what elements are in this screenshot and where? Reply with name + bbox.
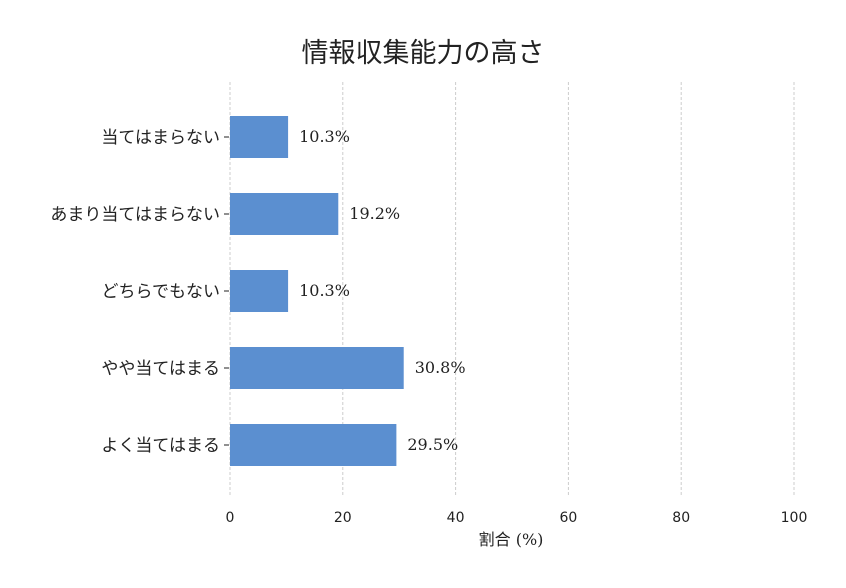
value-label: 10.3% <box>299 127 350 146</box>
category-label: あまり当てはまらない <box>50 205 220 225</box>
bar-3 <box>230 347 404 389</box>
bar-1 <box>230 193 339 235</box>
bar-4 <box>230 424 397 466</box>
x-tick-label: 0 <box>226 510 235 526</box>
category-label: どちらでもない <box>102 282 221 302</box>
x-tick-label: 40 <box>447 510 465 526</box>
value-label: 29.5% <box>407 435 458 454</box>
x-axis-title: 割合 (%) <box>479 530 544 549</box>
x-tick-label: 100 <box>781 510 808 526</box>
chart-title: 情報収集能力の高さ <box>302 38 545 69</box>
value-label: 30.8% <box>415 358 466 377</box>
bar-0 <box>230 116 289 158</box>
category-label: よく当てはまる <box>101 436 220 456</box>
bars: 当てはまらない 10.3% あまり当てはまらない 19.2% どちらでもない 10.3% や… <box>50 116 466 466</box>
x-tick-label: 20 <box>334 510 352 526</box>
category-label: やや当てはまる <box>101 359 220 379</box>
x-tick-label: 80 <box>672 510 690 526</box>
value-label: 10.3% <box>299 281 350 300</box>
x-axis-ticks: 0 20 40 60 80 100 <box>226 510 808 526</box>
x-tick-label: 60 <box>559 510 577 526</box>
category-label: 当てはまらない <box>101 128 220 148</box>
bar-2 <box>230 270 289 312</box>
value-label: 19.2% <box>349 204 400 223</box>
